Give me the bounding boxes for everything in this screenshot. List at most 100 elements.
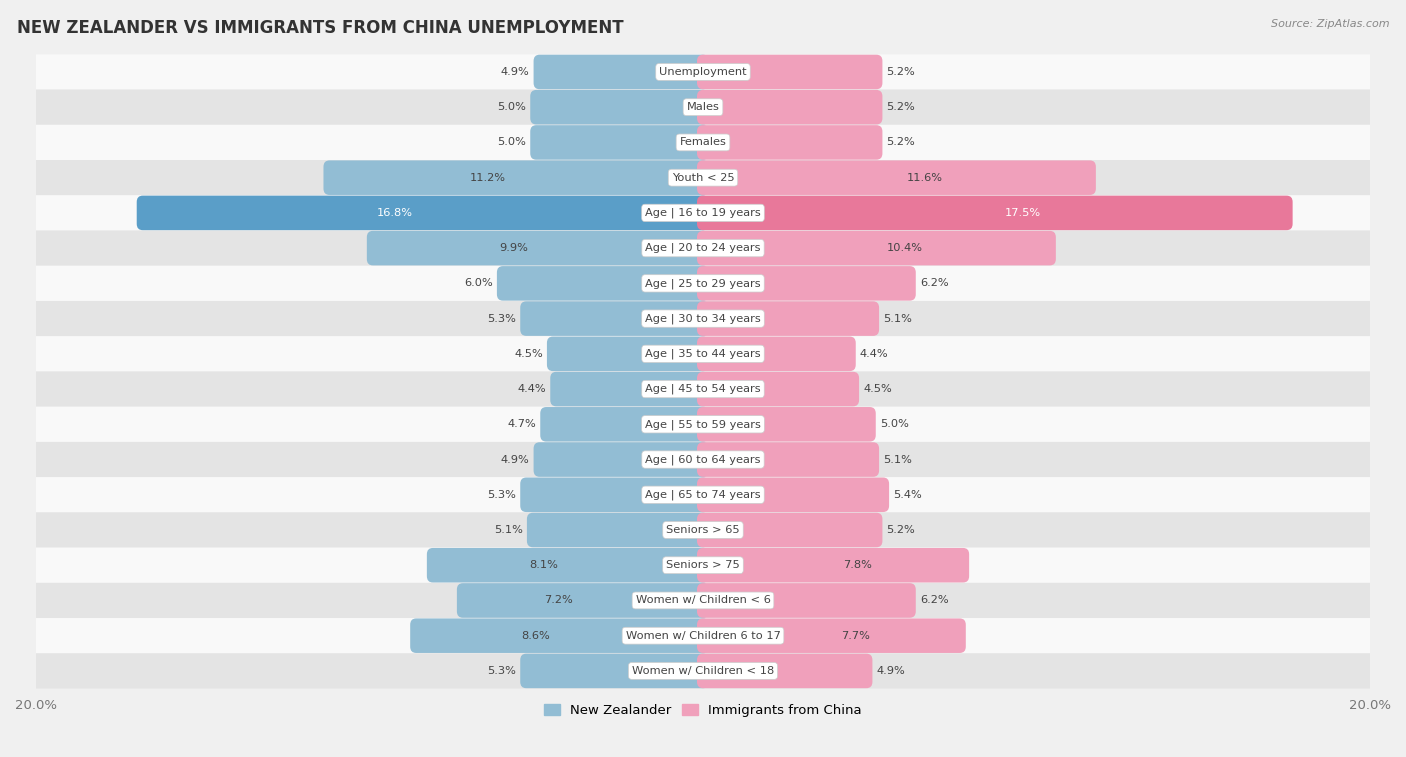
- Text: Women w/ Children < 6: Women w/ Children < 6: [636, 596, 770, 606]
- FancyBboxPatch shape: [520, 301, 709, 336]
- Text: 5.2%: 5.2%: [886, 67, 915, 77]
- FancyBboxPatch shape: [697, 512, 883, 547]
- FancyBboxPatch shape: [37, 618, 1369, 653]
- FancyBboxPatch shape: [527, 512, 709, 547]
- Text: Women w/ Children < 18: Women w/ Children < 18: [631, 666, 775, 676]
- Text: 5.0%: 5.0%: [498, 102, 526, 112]
- FancyBboxPatch shape: [550, 372, 709, 407]
- Text: 5.1%: 5.1%: [883, 313, 912, 323]
- FancyBboxPatch shape: [697, 231, 1056, 266]
- Text: 7.2%: 7.2%: [544, 596, 572, 606]
- Text: 4.5%: 4.5%: [515, 349, 543, 359]
- FancyBboxPatch shape: [697, 478, 889, 512]
- FancyBboxPatch shape: [457, 583, 709, 618]
- FancyBboxPatch shape: [540, 407, 709, 441]
- FancyBboxPatch shape: [37, 195, 1369, 231]
- FancyBboxPatch shape: [37, 89, 1369, 125]
- Text: Age | 35 to 44 years: Age | 35 to 44 years: [645, 348, 761, 359]
- Text: 5.4%: 5.4%: [893, 490, 922, 500]
- Text: Age | 25 to 29 years: Age | 25 to 29 years: [645, 278, 761, 288]
- FancyBboxPatch shape: [534, 55, 709, 89]
- FancyBboxPatch shape: [427, 548, 709, 582]
- Text: 6.2%: 6.2%: [920, 596, 949, 606]
- Text: 5.3%: 5.3%: [488, 313, 516, 323]
- FancyBboxPatch shape: [37, 512, 1369, 547]
- Text: Age | 45 to 54 years: Age | 45 to 54 years: [645, 384, 761, 394]
- FancyBboxPatch shape: [37, 372, 1369, 407]
- Text: 5.0%: 5.0%: [880, 419, 908, 429]
- Text: Seniors > 65: Seniors > 65: [666, 525, 740, 535]
- FancyBboxPatch shape: [530, 90, 709, 124]
- FancyBboxPatch shape: [697, 372, 859, 407]
- FancyBboxPatch shape: [37, 583, 1369, 618]
- Text: 16.8%: 16.8%: [377, 208, 413, 218]
- Text: 4.9%: 4.9%: [501, 67, 530, 77]
- Text: 4.7%: 4.7%: [508, 419, 536, 429]
- FancyBboxPatch shape: [37, 336, 1369, 372]
- Text: Seniors > 75: Seniors > 75: [666, 560, 740, 570]
- Text: 10.4%: 10.4%: [886, 243, 922, 253]
- FancyBboxPatch shape: [37, 442, 1369, 477]
- FancyBboxPatch shape: [697, 301, 879, 336]
- Text: 5.1%: 5.1%: [494, 525, 523, 535]
- Text: Age | 30 to 34 years: Age | 30 to 34 years: [645, 313, 761, 324]
- Text: 5.2%: 5.2%: [886, 102, 915, 112]
- Text: 7.8%: 7.8%: [844, 560, 872, 570]
- Text: 5.3%: 5.3%: [488, 666, 516, 676]
- Text: 8.6%: 8.6%: [520, 631, 550, 640]
- FancyBboxPatch shape: [697, 442, 879, 477]
- FancyBboxPatch shape: [697, 195, 1292, 230]
- FancyBboxPatch shape: [37, 301, 1369, 336]
- FancyBboxPatch shape: [37, 477, 1369, 512]
- Text: 4.4%: 4.4%: [859, 349, 889, 359]
- Legend: New Zealander, Immigrants from China: New Zealander, Immigrants from China: [538, 699, 868, 723]
- Text: 17.5%: 17.5%: [1005, 208, 1040, 218]
- FancyBboxPatch shape: [697, 407, 876, 441]
- FancyBboxPatch shape: [530, 125, 709, 160]
- Text: Source: ZipAtlas.com: Source: ZipAtlas.com: [1271, 19, 1389, 29]
- FancyBboxPatch shape: [520, 478, 709, 512]
- Text: Age | 20 to 24 years: Age | 20 to 24 years: [645, 243, 761, 254]
- FancyBboxPatch shape: [697, 583, 915, 618]
- Text: Age | 55 to 59 years: Age | 55 to 59 years: [645, 419, 761, 429]
- FancyBboxPatch shape: [37, 231, 1369, 266]
- Text: Women w/ Children 6 to 17: Women w/ Children 6 to 17: [626, 631, 780, 640]
- FancyBboxPatch shape: [697, 548, 969, 582]
- FancyBboxPatch shape: [136, 195, 709, 230]
- Text: 4.4%: 4.4%: [517, 384, 547, 394]
- FancyBboxPatch shape: [697, 90, 883, 124]
- FancyBboxPatch shape: [37, 125, 1369, 160]
- Text: 6.0%: 6.0%: [464, 279, 494, 288]
- FancyBboxPatch shape: [411, 618, 709, 653]
- FancyBboxPatch shape: [367, 231, 709, 266]
- Text: 5.2%: 5.2%: [886, 525, 915, 535]
- FancyBboxPatch shape: [37, 160, 1369, 195]
- FancyBboxPatch shape: [496, 266, 709, 301]
- FancyBboxPatch shape: [37, 407, 1369, 442]
- Text: 5.1%: 5.1%: [883, 454, 912, 465]
- FancyBboxPatch shape: [534, 442, 709, 477]
- FancyBboxPatch shape: [697, 55, 883, 89]
- FancyBboxPatch shape: [697, 125, 883, 160]
- FancyBboxPatch shape: [697, 266, 915, 301]
- Text: Youth < 25: Youth < 25: [672, 173, 734, 182]
- FancyBboxPatch shape: [37, 266, 1369, 301]
- FancyBboxPatch shape: [697, 337, 856, 371]
- FancyBboxPatch shape: [697, 618, 966, 653]
- Text: 11.6%: 11.6%: [907, 173, 942, 182]
- Text: 4.9%: 4.9%: [501, 454, 530, 465]
- FancyBboxPatch shape: [323, 160, 709, 195]
- Text: 7.7%: 7.7%: [841, 631, 870, 640]
- Text: Age | 60 to 64 years: Age | 60 to 64 years: [645, 454, 761, 465]
- FancyBboxPatch shape: [37, 55, 1369, 89]
- Text: 6.2%: 6.2%: [920, 279, 949, 288]
- FancyBboxPatch shape: [37, 547, 1369, 583]
- Text: Unemployment: Unemployment: [659, 67, 747, 77]
- Text: Age | 65 to 74 years: Age | 65 to 74 years: [645, 490, 761, 500]
- Text: NEW ZEALANDER VS IMMIGRANTS FROM CHINA UNEMPLOYMENT: NEW ZEALANDER VS IMMIGRANTS FROM CHINA U…: [17, 19, 623, 37]
- FancyBboxPatch shape: [547, 337, 709, 371]
- Text: Age | 16 to 19 years: Age | 16 to 19 years: [645, 207, 761, 218]
- Text: 5.0%: 5.0%: [498, 138, 526, 148]
- Text: 11.2%: 11.2%: [470, 173, 506, 182]
- FancyBboxPatch shape: [520, 653, 709, 688]
